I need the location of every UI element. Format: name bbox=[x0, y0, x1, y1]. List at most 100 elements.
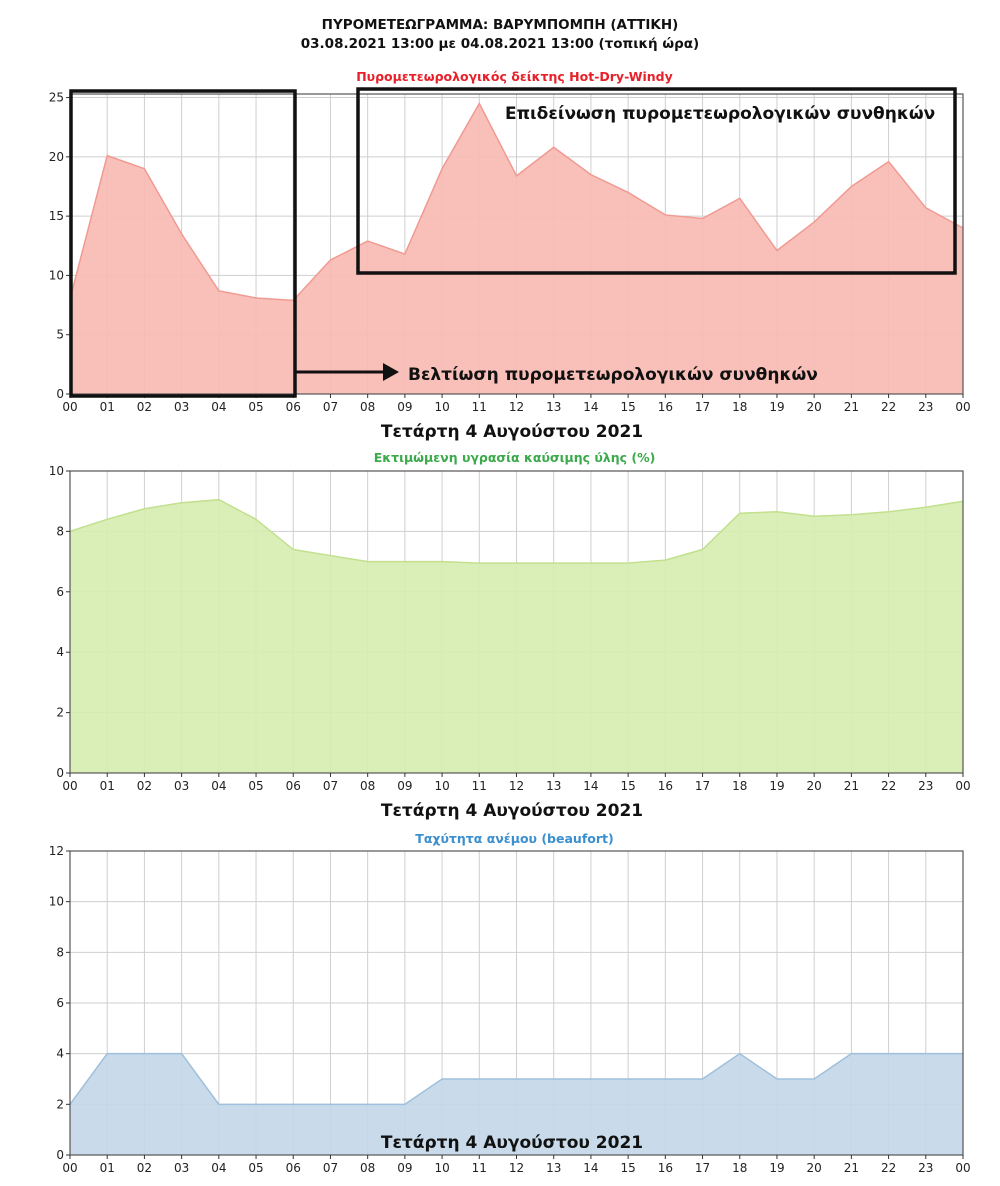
y-tick-label: 2 bbox=[56, 706, 64, 720]
y-tick-label: 10 bbox=[49, 895, 64, 909]
panel-1: 00 01 02 03 04 05 06 07 08 09 10 11 12 13 14 15 16 17 18 19… bbox=[49, 450, 971, 821]
y-tick-label: 6 bbox=[56, 585, 64, 599]
x-tick-label: 09 bbox=[397, 1161, 412, 1175]
x-tick-label: 00 bbox=[62, 779, 77, 793]
x-tick-label: 18 bbox=[732, 779, 747, 793]
x-tick-label: 14 bbox=[583, 779, 598, 793]
x-tick-label: 22 bbox=[881, 1161, 896, 1175]
x-tick-label: 19 bbox=[769, 1161, 784, 1175]
x-tick-label: 13 bbox=[546, 779, 561, 793]
x-tick-label: 19 bbox=[769, 779, 784, 793]
x-axis-label: Τετάρτη 4 Αυγούστου 2021 bbox=[381, 1133, 643, 1153]
x-tick-label: 20 bbox=[807, 1161, 822, 1175]
y-tick-label: 2 bbox=[56, 1097, 64, 1111]
x-tick-label: 01 bbox=[100, 1161, 115, 1175]
panel-title: Ταχύτητα ανέμου (beaufort) bbox=[415, 831, 613, 846]
figure-title-line2: 03.08.2021 13:00 με 04.08.2021 13:00 (το… bbox=[301, 36, 699, 52]
y-tick-label: 8 bbox=[56, 945, 64, 959]
x-tick-label: 20 bbox=[807, 400, 822, 414]
x-tick-label: 22 bbox=[881, 779, 896, 793]
x-tick-label: 10 bbox=[434, 400, 449, 414]
x-axis-label: Τετάρτη 4 Αυγούστου 2021 bbox=[381, 801, 643, 821]
x-tick-label: 05 bbox=[248, 779, 263, 793]
x-tick-label: 12 bbox=[509, 779, 524, 793]
area-fill bbox=[70, 1053, 963, 1155]
area-fill bbox=[70, 499, 963, 773]
y-tick-label: 4 bbox=[56, 645, 64, 659]
panel-0: 00 01 02 03 04 05 06 07 08 09 10 11 12 13 14 15 16 17 18 19… bbox=[49, 69, 971, 442]
x-tick-label: 19 bbox=[769, 400, 784, 414]
x-tick-label: 02 bbox=[137, 1161, 152, 1175]
panel-title: Εκτιμώμενη υγρασία καύσιμης ύλης (%) bbox=[374, 450, 656, 465]
x-tick-label: 08 bbox=[360, 400, 375, 414]
x-tick-label: 09 bbox=[397, 779, 412, 793]
x-tick-label: 08 bbox=[360, 1161, 375, 1175]
x-tick-label: 00 bbox=[955, 779, 970, 793]
panel-title: Πυρομετεωρολογικός δείκτης Hot-Dry-Windy bbox=[356, 69, 673, 84]
x-tick-label: 17 bbox=[695, 400, 710, 414]
x-tick-label: 04 bbox=[211, 400, 226, 414]
x-tick-label: 02 bbox=[137, 779, 152, 793]
y-tick-label: 20 bbox=[49, 150, 64, 164]
x-tick-label: 07 bbox=[323, 1161, 338, 1175]
y-tick-label: 0 bbox=[56, 1148, 64, 1162]
y-tick-label: 25 bbox=[49, 91, 64, 105]
x-tick-label: 09 bbox=[397, 400, 412, 414]
y-tick-label: 15 bbox=[49, 209, 64, 223]
x-axis-label: Τετάρτη 4 Αυγούστου 2021 bbox=[381, 422, 643, 442]
x-tick-label: 16 bbox=[658, 1161, 673, 1175]
x-tick-label: 04 bbox=[211, 779, 226, 793]
x-tick-label: 00 bbox=[62, 1161, 77, 1175]
x-tick-label: 10 bbox=[434, 779, 449, 793]
annotations: Επιδείνωση πυρομετεωρολογικών συνθηκών Β… bbox=[69, 87, 957, 398]
x-tick-label: 04 bbox=[211, 1161, 226, 1175]
x-tick-label: 11 bbox=[472, 1161, 487, 1175]
x-tick-label: 10 bbox=[434, 1161, 449, 1175]
x-tick-label: 20 bbox=[807, 779, 822, 793]
x-tick-label: 02 bbox=[137, 400, 152, 414]
x-tick-label: 11 bbox=[472, 400, 487, 414]
x-tick-label: 06 bbox=[286, 779, 301, 793]
x-tick-label: 15 bbox=[620, 1161, 635, 1175]
x-tick-label: 00 bbox=[955, 400, 970, 414]
x-tick-label: 14 bbox=[583, 1161, 598, 1175]
x-tick-label: 17 bbox=[695, 1161, 710, 1175]
improvement-box bbox=[69, 89, 297, 398]
y-tick-label: 5 bbox=[56, 328, 64, 342]
x-tick-label: 22 bbox=[881, 400, 896, 414]
x-tick-label: 18 bbox=[732, 1161, 747, 1175]
x-tick-label: 21 bbox=[844, 1161, 859, 1175]
x-tick-label: 08 bbox=[360, 779, 375, 793]
x-tick-label: 11 bbox=[472, 779, 487, 793]
y-tick-label: 10 bbox=[49, 464, 64, 478]
improvement-label: Βελτίωση πυρομετεωρολογικών συνθηκών bbox=[408, 365, 818, 385]
panel-2: 00 01 02 03 04 05 06 07 08 09 10 11 12 13 14 15 16 17 18 19… bbox=[49, 831, 971, 1175]
x-tick-label: 00 bbox=[62, 400, 77, 414]
x-tick-label: 01 bbox=[100, 779, 115, 793]
figure-title-line1: ΠΥΡΟΜΕΤΕΩΓΡΑΜΜΑ: ΒΑΡΥΜΠΟΜΠΗ (ΑΤΤΙΚΗ) bbox=[322, 17, 679, 33]
x-tick-label: 23 bbox=[918, 400, 933, 414]
x-tick-label: 23 bbox=[918, 1161, 933, 1175]
x-tick-label: 12 bbox=[509, 400, 524, 414]
x-tick-label: 03 bbox=[174, 400, 189, 414]
x-tick-label: 05 bbox=[248, 1161, 263, 1175]
x-tick-label: 03 bbox=[174, 1161, 189, 1175]
x-tick-label: 16 bbox=[658, 400, 673, 414]
y-tick-label: 10 bbox=[49, 268, 64, 282]
x-tick-label: 12 bbox=[509, 1161, 524, 1175]
x-tick-label: 00 bbox=[955, 1161, 970, 1175]
x-tick-label: 13 bbox=[546, 400, 561, 414]
x-tick-label: 15 bbox=[620, 400, 635, 414]
x-tick-label: 07 bbox=[323, 779, 338, 793]
x-tick-label: 23 bbox=[918, 779, 933, 793]
x-tick-label: 05 bbox=[248, 400, 263, 414]
y-tick-label: 0 bbox=[56, 387, 64, 401]
y-tick-label: 0 bbox=[56, 766, 64, 780]
x-tick-label: 21 bbox=[844, 400, 859, 414]
arrow-head-icon bbox=[383, 363, 399, 381]
worsening-box bbox=[356, 87, 957, 275]
x-tick-label: 13 bbox=[546, 1161, 561, 1175]
x-tick-label: 07 bbox=[323, 400, 338, 414]
x-tick-label: 14 bbox=[583, 400, 598, 414]
